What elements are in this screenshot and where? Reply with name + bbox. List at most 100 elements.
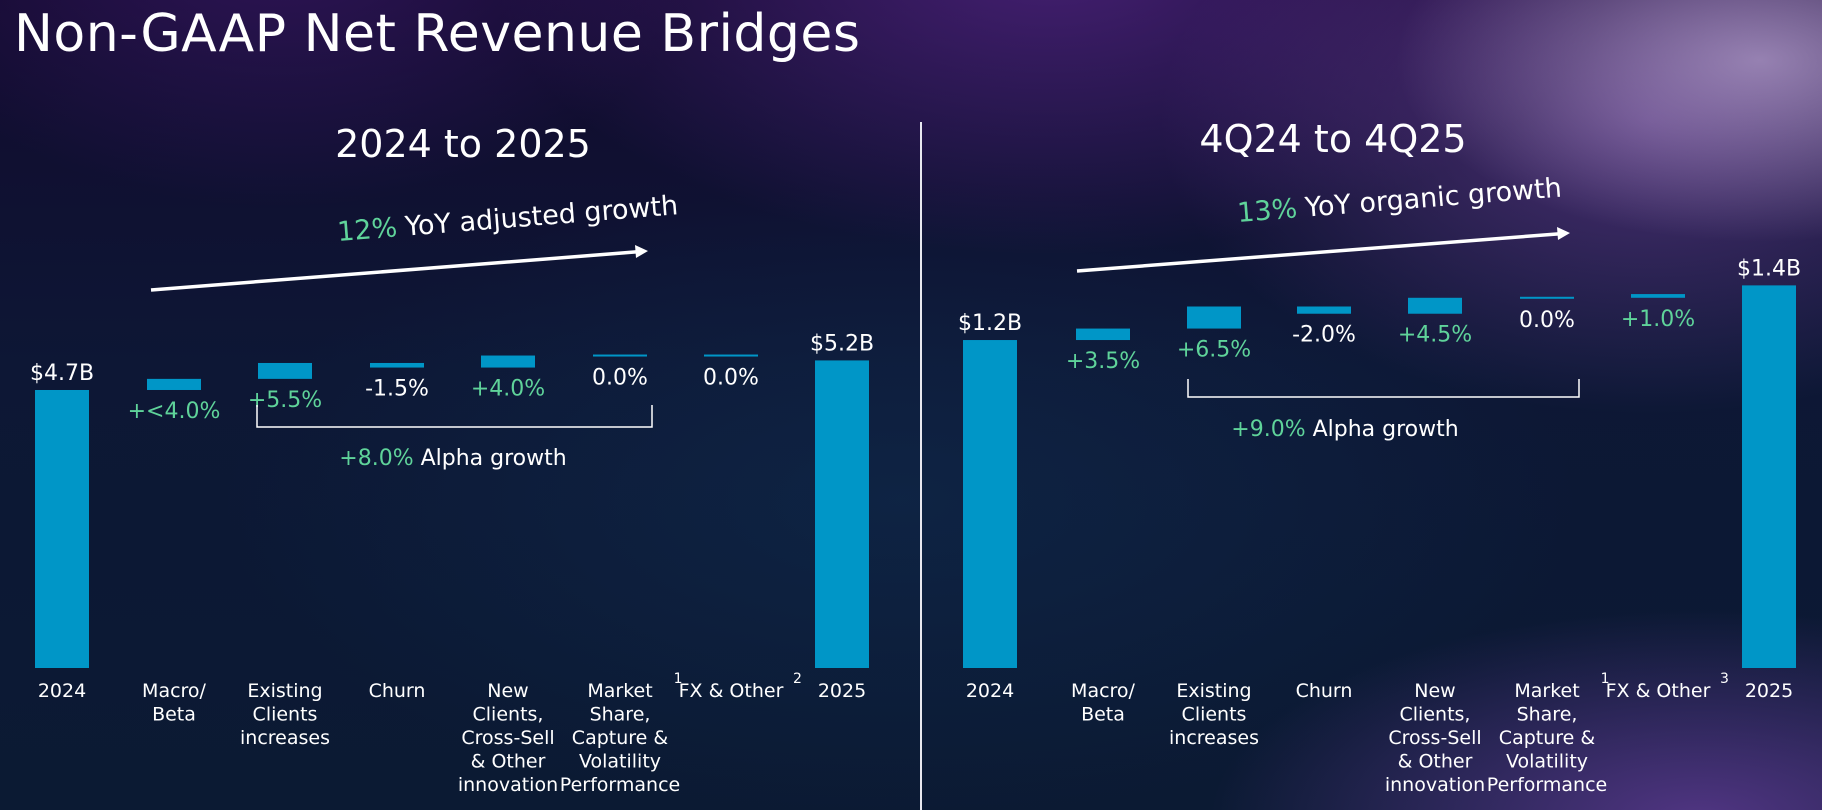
chart2-growth-value: 13% [1236, 193, 1298, 229]
chart1-category-label-0: 2024 [38, 680, 86, 702]
chart2-value-label-1: +3.5% [1066, 349, 1140, 374]
chart2-growth-arrow-line [1076, 231, 1563, 273]
chart1-title: 2024 to 2025 [335, 122, 591, 166]
chart2-growth-text: YoY organic growth [1303, 173, 1563, 224]
chart1-category-line-3-0: Churn [369, 680, 426, 702]
chart2-bar-delta-1 [1076, 328, 1130, 341]
chart2-bracket [1187, 379, 1580, 398]
chart1-bracket-annotation: +8.0% Alpha growth [339, 446, 566, 471]
chart2-category-line-0-0: 2024 [966, 680, 1014, 702]
chart1-category-line-1-0: Macro/ [142, 680, 207, 702]
chart2-category-line-6-0: FX & Other [1606, 680, 1711, 702]
chart2-category-footnote-6: 3 [1720, 671, 1729, 687]
chart1-bracket-text: Alpha growth [421, 446, 567, 471]
chart1-value-label-4: +4.0% [471, 377, 545, 402]
chart2-category-line-2-0: Existing [1176, 680, 1251, 702]
chart1-bar-total-0 [35, 389, 89, 668]
chart2-value-label-4: +4.5% [1398, 323, 1472, 348]
page-title: Non-GAAP Net Revenue Bridges [14, 4, 861, 64]
chart1-value-label-5: 0.0% [592, 366, 648, 391]
chart2-bracket-value: +9.0% [1231, 417, 1305, 442]
chart1-category-line-5-2: Capture & [572, 727, 669, 749]
chart2-bar-delta-6 [1631, 294, 1685, 298]
chart2-category-label-1: Macro/Beta [1071, 680, 1136, 726]
chart1-category-label-2: Existing Clients increases [240, 680, 330, 749]
chart2-category-label-2: Existing Clients increases [1169, 680, 1259, 749]
chart1-bar-delta-2 [258, 362, 312, 379]
chart2-category-line-5-1: Share, [1517, 704, 1578, 726]
chart2-bar-total-0 [963, 340, 1017, 668]
chart1-category-label-1: Macro/Beta [142, 680, 207, 726]
chart1-category-line-4-2: Cross-Sell [461, 727, 554, 749]
chart2-value-label-5: 0.0% [1519, 308, 1575, 333]
chart1-category-line-4-3: & Other [471, 751, 546, 773]
chart2-category-line-4-2: Cross-Sell [1388, 727, 1481, 749]
chart1-category-footnote-6: 2 [793, 671, 802, 687]
chart1-growth-text: YoY adjusted growth [403, 190, 679, 242]
chart2-bar-delta-4 [1408, 297, 1462, 314]
chart1-value-label-0: $4.7B [30, 361, 94, 386]
chart1-category-line-4-4: innovation [458, 774, 558, 796]
chart1-value-label-3: -1.5% [365, 377, 429, 402]
chart1-bar-delta-4 [481, 355, 535, 368]
chart1-bar-delta-5 [593, 354, 647, 357]
chart1-category-line-2-0: Existing [247, 680, 322, 702]
chart2-category-line-2-1: Clients [1182, 704, 1247, 726]
chart2-bracket-annotation: +9.0% Alpha growth [1231, 417, 1458, 442]
chart2-category-footnote-5: 1 [1601, 671, 1610, 687]
panel-divider [920, 122, 922, 810]
chart2-category-label-7: 2025 [1745, 680, 1793, 702]
chart2-category-line-4-3: & Other [1398, 751, 1473, 773]
chart2-category-line-4-4: innovation [1385, 774, 1485, 796]
chart1-bracket [256, 405, 653, 428]
chart2-category-label-3: Churn [1296, 680, 1353, 702]
chart1-category-line-7-0: 2025 [818, 680, 866, 702]
chart2-category-line-5-2: Capture & [1499, 727, 1596, 749]
chart2-bar-delta-2 [1187, 306, 1241, 329]
chart1-category-label-5: Market Share, Capture & Volatility Performan… [560, 680, 680, 796]
chart1-growth-annotation: 12% YoY adjusted growth [336, 190, 679, 248]
chart1-growth-arrow-head [635, 245, 648, 258]
chart2-value-label-3: -2.0% [1292, 323, 1356, 348]
chart2-value-label-7: $1.4B [1737, 256, 1801, 281]
chart1-value-label-2: +5.5% [248, 388, 322, 413]
chart2-category-line-2-2: increases [1169, 727, 1259, 749]
chart1-category-label-7: 2025 [818, 680, 866, 702]
chart2-bar-delta-3 [1297, 306, 1351, 314]
chart2-growth-arrow-head [1557, 227, 1570, 240]
chart2-category-line-5-4: Performance [1487, 774, 1607, 796]
chart1-category-line-5-3: Volatility [579, 751, 661, 773]
chart1-category-label-6: FX & Other [679, 680, 784, 702]
chart2-bar-delta-5 [1520, 296, 1574, 299]
chart1-bar-total-7 [815, 360, 869, 668]
chart1-category-line-4-0: New [487, 680, 528, 702]
chart2-bar-total-7 [1742, 285, 1796, 668]
chart1-bar-delta-3 [370, 362, 424, 368]
chart1-growth-arrow-line [150, 249, 641, 292]
chart1-category-line-2-2: increases [240, 727, 330, 749]
chart2-category-label-6: FX & Other [1606, 680, 1711, 702]
chart1-bracket-value: +8.0% [339, 446, 413, 471]
chart1-value-label-7: $5.2B [810, 331, 874, 356]
chart2-growth-annotation: 13% YoY organic growth [1236, 173, 1563, 229]
chart1-category-line-6-0: FX & Other [679, 680, 784, 702]
chart2-value-label-2: +6.5% [1177, 338, 1251, 363]
chart1-bar-delta-1 [147, 378, 201, 390]
chart2-category-line-5-0: Market [1514, 680, 1579, 702]
chart1-category-line-0-0: 2024 [38, 680, 86, 702]
chart1-category-line-4-1: Clients, [473, 704, 544, 726]
chart2-category-line-7-0: 2025 [1745, 680, 1793, 702]
chart2-category-label-4: New Clients, Cross-Sell & Other innovation [1385, 680, 1485, 796]
chart2-category-line-1-1: Beta [1081, 704, 1125, 726]
chart1-category-line-5-0: Market [587, 680, 652, 702]
chart1-category-footnote-5: 1 [674, 671, 683, 687]
chart2-bracket-text: Alpha growth [1313, 417, 1459, 442]
chart1-growth-value: 12% [336, 212, 398, 248]
chart1-category-line-5-1: Share, [590, 704, 651, 726]
chart2-category-line-1-0: Macro/ [1071, 680, 1136, 702]
chart2-category-label-0: 2024 [966, 680, 1014, 702]
chart2-value-label-0: $1.2B [958, 311, 1022, 336]
chart2-title: 4Q24 to 4Q25 [1199, 117, 1466, 161]
chart1-category-line-1-1: Beta [152, 704, 196, 726]
chart1-category-label-3: Churn [369, 680, 426, 702]
